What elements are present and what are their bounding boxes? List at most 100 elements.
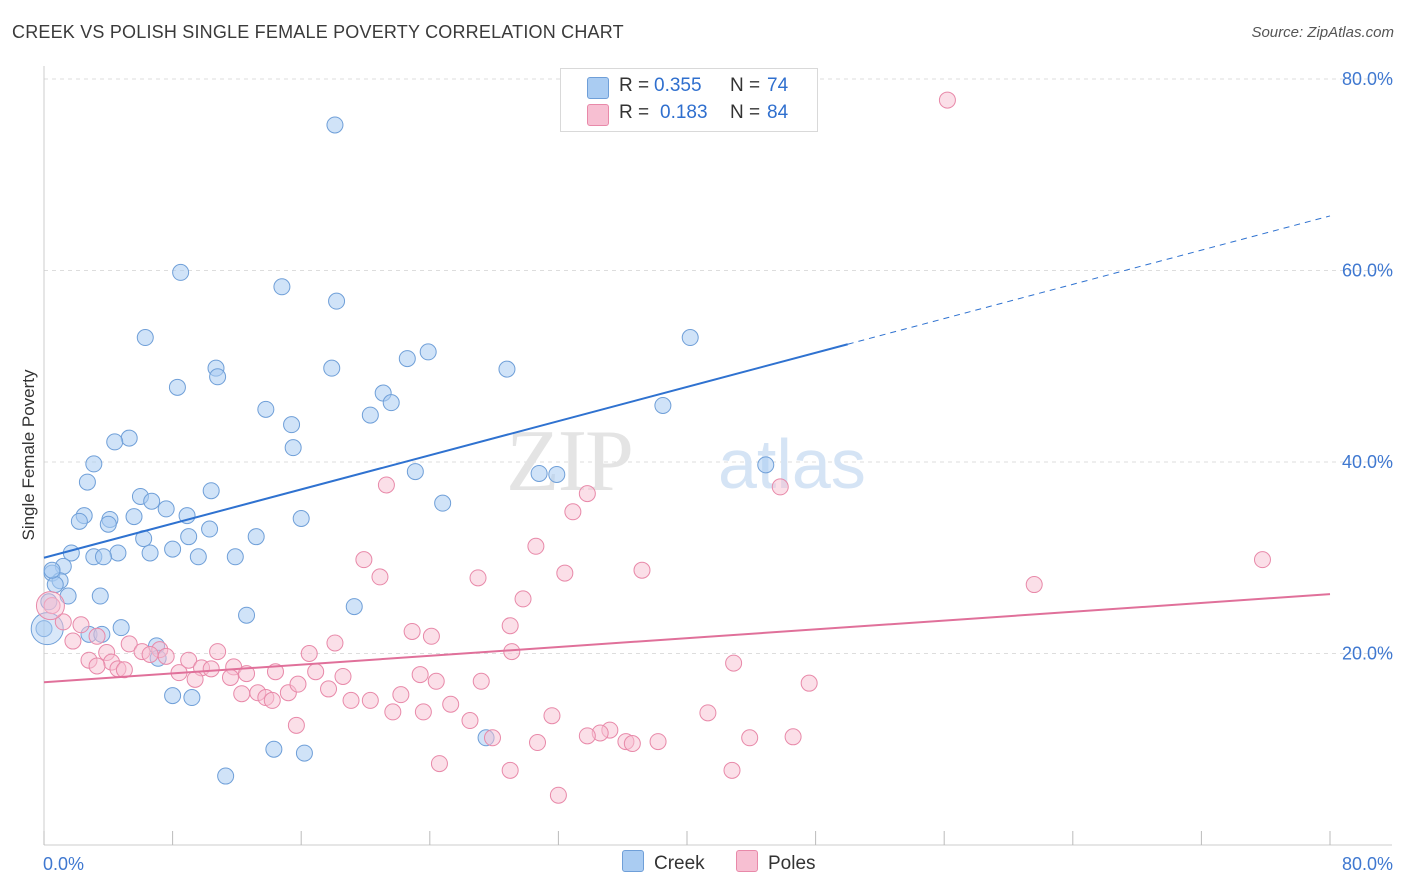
poles-point	[649, 733, 667, 751]
poles-point	[411, 666, 429, 684]
creek-point	[530, 464, 548, 482]
poles-point	[461, 712, 479, 730]
creek-point	[498, 360, 516, 378]
legend-r-value: 0.183	[660, 102, 708, 123]
poles-point	[377, 476, 395, 494]
creek-point	[398, 350, 416, 368]
creek-point	[209, 368, 227, 386]
poles-point	[115, 661, 133, 679]
legend-n-label: N =	[730, 102, 761, 123]
poles-point	[725, 654, 743, 672]
poles-point	[120, 635, 138, 653]
trend-lines	[43, 215, 1331, 684]
poles-point	[527, 537, 545, 555]
poles-point	[202, 660, 220, 678]
creek-point	[112, 619, 130, 637]
creek-point	[78, 473, 96, 491]
creek-point	[326, 116, 344, 134]
poles-point	[427, 672, 445, 690]
poles-point	[43, 597, 61, 615]
bottom-legend-label: Creek	[654, 853, 705, 874]
poles-trend-line	[43, 593, 1331, 684]
creek-point	[361, 406, 379, 424]
creek-point	[406, 463, 424, 481]
poles-point	[355, 551, 373, 569]
poles-point	[578, 727, 596, 745]
poles-swatch	[736, 850, 758, 872]
creek-point	[434, 494, 452, 512]
poles-point	[320, 680, 338, 698]
creek-point	[183, 689, 201, 707]
bottom-legend-label: Poles	[768, 853, 816, 874]
creek-point	[136, 329, 154, 347]
creek-point	[85, 455, 103, 473]
poles-point	[503, 643, 521, 661]
creek-point	[265, 740, 283, 758]
creek-point	[189, 548, 207, 566]
chart-title: CREEK VS POLISH SINGLE FEMALE POVERTY CO…	[12, 22, 624, 42]
poles-point	[699, 704, 717, 722]
poles-point	[472, 672, 490, 690]
y-tick-label: 60.0%	[1342, 261, 1393, 281]
poles-point	[263, 691, 281, 709]
creek-swatch	[622, 850, 644, 872]
poles-point	[514, 590, 532, 608]
creek-point	[143, 492, 161, 510]
poles-point	[64, 632, 82, 650]
poles-point	[209, 643, 227, 661]
poles-point	[623, 735, 641, 753]
poles-point	[88, 627, 106, 645]
poles-point	[414, 703, 432, 721]
creek-point	[94, 548, 112, 566]
legend-r-label: R =	[619, 102, 650, 123]
poles-point	[938, 91, 956, 109]
poles-series	[35, 91, 1271, 804]
source-credit: Source: ZipAtlas.com	[1251, 24, 1394, 41]
poles-point	[430, 755, 448, 773]
poles-point	[157, 647, 175, 665]
creek-point	[106, 433, 124, 451]
creek-point	[180, 528, 198, 546]
poles-point	[1253, 551, 1271, 569]
creek-point	[46, 576, 64, 594]
poles-point	[741, 729, 759, 747]
bottom-legend-creek: Creek	[622, 850, 705, 875]
x-tick-label: 80.0%	[1342, 854, 1393, 874]
poles-point	[180, 651, 198, 669]
poles-point	[723, 761, 741, 779]
watermark-zip: ZIP	[506, 413, 632, 510]
poles-point	[141, 645, 159, 663]
creek-point	[273, 278, 291, 296]
poles-point	[221, 668, 239, 686]
creek-point	[681, 329, 699, 347]
poles-point	[442, 695, 460, 713]
poles-point	[784, 728, 802, 746]
creek-point	[345, 598, 363, 616]
poles-point	[266, 663, 284, 681]
creek-point	[164, 687, 182, 705]
creek-point	[99, 515, 117, 533]
creek-point	[164, 540, 182, 558]
poles-point	[289, 675, 307, 693]
creek-point	[141, 544, 159, 562]
creek-point	[548, 465, 566, 483]
bottom-legend-poles: Poles	[736, 850, 816, 875]
creek-point	[157, 500, 175, 518]
creek-point	[257, 400, 275, 418]
creek-point	[226, 548, 244, 566]
creek-point	[292, 509, 310, 527]
creek-point	[201, 520, 219, 538]
creek-trend-line	[43, 343, 849, 559]
creek-point	[168, 378, 186, 396]
poles-point	[633, 561, 651, 579]
creek-trend-extension	[847, 215, 1331, 345]
poles-point	[501, 617, 519, 635]
creek-point	[91, 587, 109, 605]
creek-point	[43, 561, 61, 579]
y-axis-label: Single Female Poverty	[19, 369, 38, 541]
poles-point	[186, 670, 204, 688]
creek-point	[328, 292, 346, 310]
legend-n-value: 84	[767, 102, 789, 123]
poles-point	[800, 674, 818, 692]
poles-point	[287, 716, 305, 734]
